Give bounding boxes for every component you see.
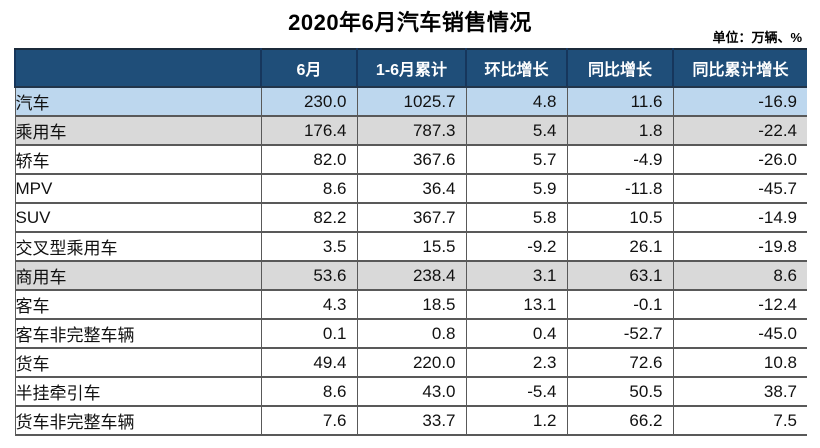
value-cell: -9.2 [465, 231, 568, 262]
value-cell: 72.6 [566, 347, 674, 378]
table-header: 6月 1-6月累计 环比增长 同比增长 同比累计增长 [14, 48, 807, 88]
column-header: 6月 [260, 48, 358, 88]
value-cell: 176.4 [260, 115, 358, 146]
value-cell: 8.6 [260, 376, 358, 407]
value-cell: -11.8 [566, 173, 674, 204]
value-cell: 5.8 [465, 202, 568, 233]
row-label: MPV [14, 173, 262, 204]
value-cell: -5.4 [465, 376, 568, 407]
value-cell: 4.3 [260, 289, 358, 320]
value-cell: -4.9 [566, 144, 674, 175]
unit-label: 单位：万辆、% [712, 30, 802, 45]
value-cell: 7.5 [672, 405, 807, 436]
row-label: 客车 [14, 289, 262, 320]
table-body: 汽车 230.0 1025.7 4.8 11.6 -16.9 乘用车 176.4 787.3 5.… [14, 86, 807, 436]
value-cell: 0.8 [356, 318, 467, 349]
value-cell: 53.6 [260, 260, 358, 291]
table-row: 汽车 230.0 1025.7 4.8 11.6 -16.9 [14, 86, 807, 117]
table-row: 交叉型乘用车 3.5 15.5 -9.2 26.1 -19.8 [14, 231, 807, 262]
value-cell: 26.1 [566, 231, 674, 262]
row-label: 轿车 [14, 144, 262, 175]
value-cell: 220.0 [356, 347, 467, 378]
value-cell: 33.7 [356, 405, 467, 436]
value-cell: -19.8 [672, 231, 807, 262]
table-row: 轿车 82.0 367.6 5.7 -4.9 -26.0 [14, 144, 807, 175]
value-cell: -16.9 [672, 86, 807, 117]
page-title: 2020年6月汽车销售情况 [288, 10, 532, 35]
value-cell: 3.5 [260, 231, 358, 262]
row-label: 交叉型乘用车 [14, 231, 262, 262]
value-cell: -12.4 [672, 289, 807, 320]
row-label: 乘用车 [14, 115, 262, 146]
value-cell: 238.4 [356, 260, 467, 291]
row-label: SUV [14, 202, 262, 233]
value-cell: 230.0 [260, 86, 358, 117]
value-cell: 787.3 [356, 115, 467, 146]
row-label: 货车非完整车辆 [14, 405, 262, 436]
value-cell: 82.2 [260, 202, 358, 233]
value-cell: 0.1 [260, 318, 358, 349]
row-label: 客车非完整车辆 [14, 318, 262, 349]
value-cell: 10.8 [672, 347, 807, 378]
row-label: 汽车 [14, 86, 262, 117]
value-cell: 2.3 [465, 347, 568, 378]
value-cell: -45.0 [672, 318, 807, 349]
column-header: 同比累计增长 [672, 48, 807, 88]
table-row: 乘用车 176.4 787.3 5.4 1.8 -22.4 [14, 115, 807, 146]
value-cell: 43.0 [356, 376, 467, 407]
value-cell: -22.4 [672, 115, 807, 146]
row-label: 货车 [14, 347, 262, 378]
value-cell: 8.6 [260, 173, 358, 204]
value-cell: -14.9 [672, 202, 807, 233]
column-header: 1-6月累计 [356, 48, 467, 88]
value-cell: 3.1 [465, 260, 568, 291]
value-cell: 50.5 [566, 376, 674, 407]
table-row: 客车非完整车辆 0.1 0.8 0.4 -52.7 -45.0 [14, 318, 807, 349]
value-cell: 4.8 [465, 86, 568, 117]
value-cell: 8.6 [672, 260, 807, 291]
value-cell: 11.6 [566, 86, 674, 117]
value-cell: 367.7 [356, 202, 467, 233]
value-cell: 5.9 [465, 173, 568, 204]
value-cell: 49.4 [260, 347, 358, 378]
value-cell: 66.2 [566, 405, 674, 436]
column-header-empty [14, 48, 262, 88]
column-header: 同比增长 [566, 48, 674, 88]
column-header: 环比增长 [465, 48, 568, 88]
value-cell: 18.5 [356, 289, 467, 320]
table-row: 货车 49.4 220.0 2.3 72.6 10.8 [14, 347, 807, 378]
sales-table: 6月 1-6月累计 环比增长 同比增长 同比累计增长 汽车 230.0 1025.7 4.8 1… [14, 48, 807, 436]
value-cell: 36.4 [356, 173, 467, 204]
value-cell: -52.7 [566, 318, 674, 349]
table-row: 商用车 53.6 238.4 3.1 63.1 8.6 [14, 260, 807, 291]
table-row: 客车 4.3 18.5 13.1 -0.1 -12.4 [14, 289, 807, 320]
row-label: 商用车 [14, 260, 262, 291]
value-cell: 7.6 [260, 405, 358, 436]
value-cell: 0.4 [465, 318, 568, 349]
value-cell: 367.6 [356, 144, 467, 175]
table-row: SUV 82.2 367.7 5.8 10.5 -14.9 [14, 202, 807, 233]
row-label: 半挂牵引车 [14, 376, 262, 407]
value-cell: 1.2 [465, 405, 568, 436]
value-cell: -26.0 [672, 144, 807, 175]
header-row: 6月 1-6月累计 环比增长 同比增长 同比累计增长 [14, 48, 807, 88]
table-row: 半挂牵引车 8.6 43.0 -5.4 50.5 38.7 [14, 376, 807, 407]
value-cell: 38.7 [672, 376, 807, 407]
value-cell: 10.5 [566, 202, 674, 233]
value-cell: -45.7 [672, 173, 807, 204]
table-row: 货车非完整车辆 7.6 33.7 1.2 66.2 7.5 [14, 405, 807, 436]
value-cell: 1025.7 [356, 86, 467, 117]
value-cell: 63.1 [566, 260, 674, 291]
value-cell: 5.4 [465, 115, 568, 146]
table-row: MPV 8.6 36.4 5.9 -11.8 -45.7 [14, 173, 807, 204]
value-cell: 5.7 [465, 144, 568, 175]
value-cell: -0.1 [566, 289, 674, 320]
value-cell: 1.8 [566, 115, 674, 146]
value-cell: 15.5 [356, 231, 467, 262]
value-cell: 13.1 [465, 289, 568, 320]
value-cell: 82.0 [260, 144, 358, 175]
